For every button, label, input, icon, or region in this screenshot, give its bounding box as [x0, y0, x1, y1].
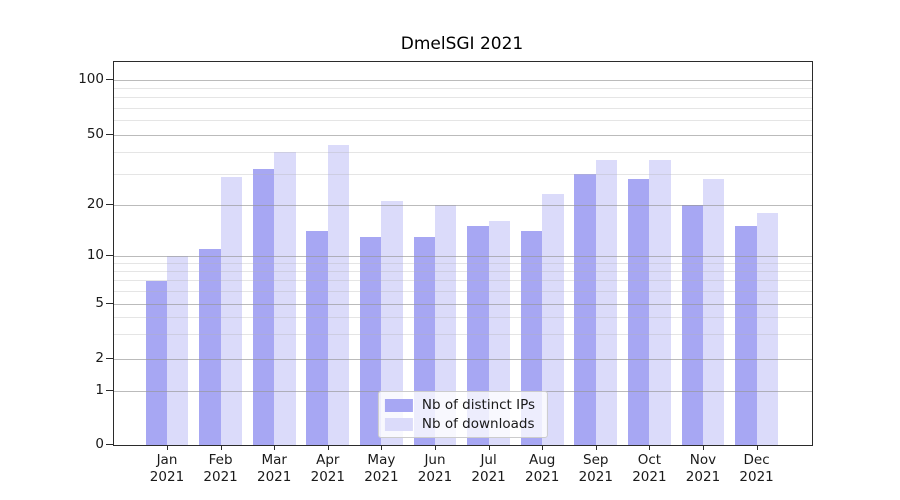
bar-distinct_ips	[199, 248, 221, 445]
chart-title: DmelSGI 2021	[400, 34, 524, 54]
x-tick-label: May 2021	[364, 452, 399, 485]
x-tick-label: Aug 2021	[525, 452, 560, 485]
legend-swatch-distinct_ips	[384, 398, 413, 412]
y-tick-label: 2	[95, 350, 104, 367]
x-tick-mark	[756, 445, 758, 450]
bar-distinct_ips	[467, 226, 489, 445]
bar-distinct_ips	[681, 205, 703, 445]
x-tick-mark	[649, 445, 651, 450]
x-tick-mark	[434, 445, 436, 450]
y-tick-label: 10	[86, 246, 104, 263]
minor-gridline	[114, 173, 812, 175]
y-tick-mark	[106, 389, 113, 391]
minor-gridline	[114, 120, 812, 122]
bar-downloads	[488, 221, 510, 445]
bar-downloads	[274, 152, 296, 445]
x-tick-label: Feb 2021	[203, 452, 238, 485]
bar-distinct_ips	[627, 179, 650, 445]
bar-downloads	[434, 205, 457, 445]
major-gridline	[114, 79, 812, 81]
legend-item: Nb of distinct IPs	[384, 397, 536, 413]
bar-distinct_ips	[574, 174, 596, 445]
minor-gridline	[114, 97, 812, 99]
bar-downloads	[649, 160, 671, 445]
y-tick-label: 5	[95, 295, 104, 312]
bar-downloads	[542, 194, 564, 445]
minor-gridline	[114, 151, 812, 153]
bar-distinct_ips	[252, 169, 275, 445]
bar-downloads	[166, 256, 189, 445]
bar-distinct_ips	[145, 280, 167, 445]
y-tick-label: 1	[95, 381, 104, 398]
plot-area: Nb of distinct IPs Nb of downloads	[113, 61, 813, 446]
x-tick-mark	[488, 445, 490, 450]
x-tick-label: Jun 2021	[417, 452, 453, 485]
bar-downloads	[756, 212, 778, 445]
bar-distinct_ips	[306, 231, 328, 445]
y-tick-mark	[106, 303, 113, 305]
bar-downloads	[220, 176, 242, 445]
legend-label: Nb of downloads	[421, 416, 535, 432]
x-tick-mark	[166, 445, 168, 450]
bar-distinct_ips	[359, 236, 382, 445]
x-tick-label: Nov 2021	[685, 452, 721, 485]
y-tick-mark	[106, 133, 113, 135]
minor-gridline	[114, 107, 812, 109]
y-tick-mark	[106, 79, 113, 80]
y-tick-mark	[106, 254, 113, 256]
y-tick-label: 100	[78, 71, 104, 87]
legend-item: Nb of downloads	[384, 416, 535, 432]
bar-distinct_ips	[735, 226, 757, 445]
bar-downloads	[327, 144, 350, 445]
legend-swatch-downloads	[384, 417, 413, 431]
x-tick-label: Sep 2021	[578, 452, 613, 485]
y-tick-mark	[106, 444, 113, 445]
x-tick-label: Jul 2021	[471, 452, 506, 485]
bar-downloads	[381, 201, 403, 445]
y-tick-label: 0	[95, 436, 104, 452]
y-tick-label: 20	[86, 196, 104, 212]
legend: Nb of distinct IPs Nb of downloads	[377, 391, 549, 438]
y-tick-mark	[106, 204, 113, 205]
y-tick-mark	[106, 358, 113, 360]
x-tick-mark	[274, 445, 276, 450]
bar-downloads	[595, 160, 618, 445]
x-tick-mark	[542, 445, 544, 450]
major-gridline	[114, 134, 812, 136]
x-tick-mark	[327, 445, 329, 450]
x-tick-mark	[220, 445, 222, 450]
minor-gridline	[114, 87, 812, 89]
x-tick-label: Oct 2021	[632, 452, 667, 485]
x-tick-mark	[381, 445, 383, 450]
x-tick-label: Dec 2021	[739, 452, 774, 485]
legend-label: Nb of distinct IPs	[421, 397, 536, 413]
bar-downloads	[702, 179, 725, 445]
x-tick-label: Mar 2021	[257, 452, 292, 485]
x-tick-mark	[702, 445, 704, 450]
y-tick-label: 50	[86, 125, 104, 142]
x-tick-label: Apr 2021	[310, 452, 345, 485]
x-tick-label: Jan 2021	[149, 452, 185, 485]
x-tick-mark	[595, 445, 597, 450]
